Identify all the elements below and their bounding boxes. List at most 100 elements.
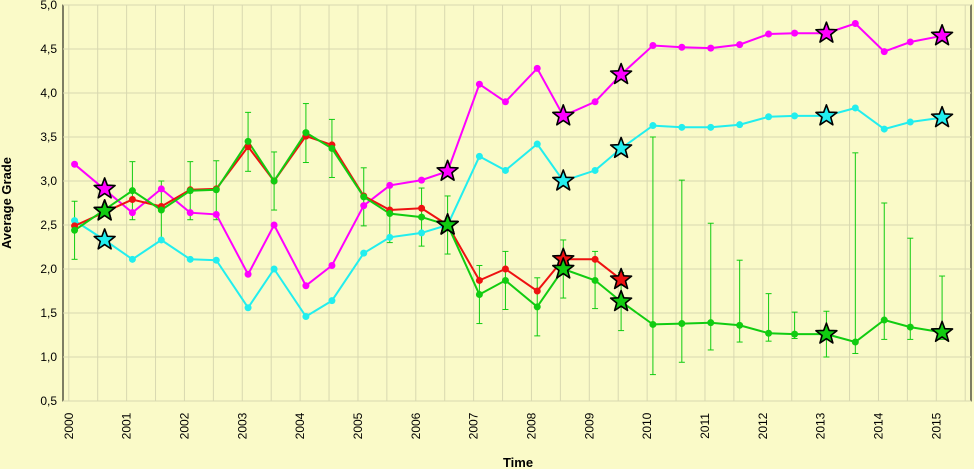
data-point (302, 282, 310, 290)
data-point (533, 140, 541, 148)
data-point (851, 19, 859, 27)
data-point (791, 330, 799, 338)
star-marker (815, 21, 838, 43)
x-tick-label: 2008 (524, 412, 538, 439)
data-point (707, 123, 715, 131)
data-point (418, 204, 426, 212)
data-point (386, 233, 394, 241)
data-point (736, 121, 744, 129)
data-point (360, 249, 368, 257)
data-point (71, 217, 79, 225)
star-markers (93, 21, 954, 344)
data-point (906, 323, 914, 331)
series-line-0 (73, 22, 943, 288)
data-point (212, 256, 220, 264)
star-marker (930, 105, 954, 128)
data-point (791, 29, 799, 37)
star-marker (609, 289, 633, 312)
data-point (328, 144, 336, 152)
data-point (591, 276, 599, 284)
data-point (157, 185, 165, 193)
data-point (302, 313, 310, 321)
data-point (501, 265, 509, 273)
data-point (533, 64, 541, 72)
data-point (157, 206, 165, 214)
data-point (707, 44, 715, 52)
data-point (475, 291, 483, 299)
data-point (475, 80, 483, 88)
data-point (328, 297, 336, 305)
data-point (533, 287, 541, 295)
data-point (649, 320, 657, 328)
data-point (71, 226, 79, 234)
x-tick-label: 2009 (582, 412, 596, 439)
x-axis-title: Time (503, 455, 533, 469)
data-point (678, 43, 686, 51)
x-tick-label: 2001 (120, 412, 134, 439)
x-tick-label: 2004 (293, 412, 307, 439)
star-marker (930, 24, 954, 46)
x-tick-label: 2010 (640, 412, 654, 439)
star-marker (930, 320, 954, 343)
data-point (880, 48, 888, 56)
y-tick-label: 2,0 (40, 262, 57, 276)
series-line-3 (74, 131, 943, 344)
data-point (128, 195, 136, 203)
data-point (302, 129, 310, 137)
data-point (418, 176, 426, 184)
x-tick-label: 2002 (177, 412, 191, 439)
x-tick-label: 2012 (756, 412, 770, 439)
data-point (186, 187, 194, 195)
data-point (880, 316, 888, 324)
data-point (212, 210, 220, 218)
data-point (128, 209, 136, 217)
data-point (475, 152, 483, 160)
data-point (851, 338, 859, 346)
x-tick-label: 2005 (351, 412, 365, 439)
data-point (736, 321, 744, 329)
data-point (501, 166, 509, 174)
data-point (71, 160, 79, 168)
x-tick-label: 2015 (929, 412, 943, 439)
data-point (591, 255, 599, 263)
x-tick-label: 2000 (62, 412, 76, 439)
data-point (736, 41, 744, 49)
y-tick-label: 3,0 (40, 174, 57, 188)
data-point (880, 125, 888, 133)
data-point (186, 209, 194, 217)
x-tick-label: 2011 (698, 413, 712, 439)
star-marker (815, 322, 838, 344)
data-point (244, 270, 252, 278)
data-point (270, 221, 278, 229)
y-tick-label: 2,5 (40, 218, 57, 232)
data-point (386, 181, 394, 189)
data-point (851, 104, 859, 112)
star-marker (552, 104, 575, 126)
data-point (649, 41, 657, 49)
plot-area (62, 4, 972, 402)
x-tick-label: 2014 (871, 412, 885, 439)
data-point (244, 137, 252, 145)
data-point (707, 319, 715, 327)
star-marker (93, 199, 116, 221)
data-point (128, 187, 136, 195)
y-tick-label: 5,0 (40, 0, 57, 12)
data-point (591, 166, 599, 174)
y-tick-label: 0,5 (40, 394, 57, 408)
data-point (418, 213, 426, 221)
data-point (328, 261, 336, 269)
data-point (186, 255, 194, 263)
y-tick-label: 1,0 (40, 350, 57, 364)
data-point (360, 193, 368, 201)
data-point (765, 30, 773, 38)
star-marker (436, 159, 459, 182)
y-tick-label: 3,5 (40, 130, 57, 144)
y-axis-title: Average Grade (0, 157, 14, 249)
star-marker (609, 62, 633, 85)
data-point (360, 202, 368, 210)
y-tick-label: 4,5 (40, 42, 57, 56)
data-point (678, 320, 686, 328)
star-marker (609, 267, 633, 290)
x-tick-label: 2013 (814, 412, 828, 439)
